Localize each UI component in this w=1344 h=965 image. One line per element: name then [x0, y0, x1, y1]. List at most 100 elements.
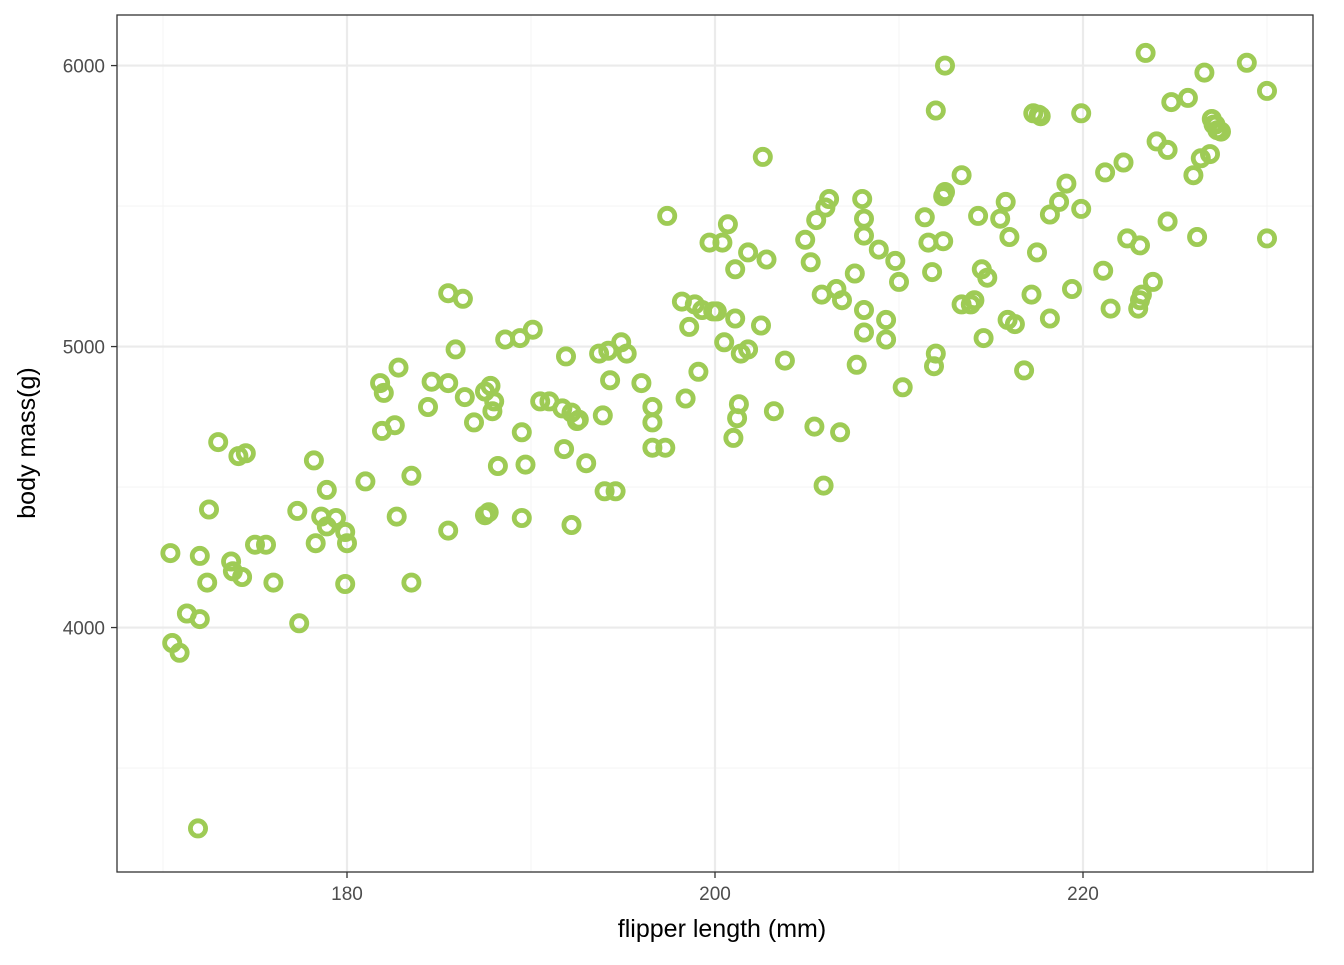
- data-point: [1039, 308, 1060, 329]
- data-point: [355, 471, 376, 492]
- data-point: [189, 609, 210, 630]
- data-point: [935, 55, 956, 76]
- data-point: [717, 214, 738, 235]
- data-point: [511, 507, 532, 528]
- data-point: [819, 188, 840, 209]
- data-point: [999, 226, 1020, 247]
- data-point: [373, 382, 394, 403]
- y-tick-label: 5000: [63, 338, 105, 359]
- data-point: [738, 339, 759, 360]
- x-tick-label: 200: [699, 884, 731, 905]
- data-point: [325, 507, 346, 528]
- data-point: [1257, 228, 1278, 249]
- data-point: [255, 534, 276, 555]
- data-point: [401, 465, 422, 486]
- data-point: [800, 252, 821, 273]
- data-point: [600, 370, 621, 391]
- data-point: [990, 208, 1011, 229]
- x-tick-label: 180: [331, 884, 363, 905]
- data-point: [951, 165, 972, 186]
- data-point: [714, 332, 735, 353]
- data-point: [594, 481, 615, 502]
- data-point: [774, 350, 795, 371]
- data-point: [804, 416, 825, 437]
- data-point: [568, 409, 589, 430]
- data-point: [728, 394, 749, 415]
- data-point: [876, 329, 897, 350]
- data-point: [198, 499, 219, 520]
- data-point: [244, 534, 265, 555]
- data-point: [1194, 62, 1215, 83]
- grid-layer: [117, 15, 1313, 872]
- data-point: [335, 522, 356, 543]
- data-point: [384, 415, 405, 436]
- data-point: [263, 572, 284, 593]
- data-point: [208, 432, 229, 453]
- data-point: [305, 533, 326, 554]
- data-point: [589, 343, 610, 364]
- data-point: [445, 339, 466, 360]
- data-point: [914, 207, 935, 228]
- data-point: [1130, 235, 1151, 256]
- data-point: [1200, 144, 1221, 165]
- data-point: [631, 373, 652, 394]
- points-layer: [160, 42, 1278, 839]
- data-point: [1027, 242, 1048, 263]
- data-point: [511, 422, 532, 443]
- data-point: [679, 316, 700, 337]
- data-point: [688, 361, 709, 382]
- data-point: [484, 391, 505, 412]
- data-point: [452, 288, 473, 309]
- data-point: [1030, 106, 1051, 127]
- data-point: [995, 191, 1016, 212]
- data-point: [287, 500, 308, 521]
- data-point: [1071, 103, 1092, 124]
- x-tick-label: 220: [1067, 884, 1099, 905]
- data-point: [1113, 152, 1134, 173]
- data-point: [335, 574, 356, 595]
- data-point: [964, 290, 985, 311]
- data-point: [712, 232, 733, 253]
- data-point: [1236, 52, 1257, 73]
- data-point: [316, 479, 337, 500]
- data-point: [1257, 80, 1278, 101]
- data-point: [1135, 42, 1156, 63]
- data-point: [977, 267, 998, 288]
- data-point: [454, 387, 475, 408]
- data-point: [438, 373, 459, 394]
- data-point: [1062, 278, 1083, 299]
- data-point: [973, 328, 994, 349]
- data-point: [854, 299, 875, 320]
- data-point: [598, 340, 619, 361]
- data-point: [642, 412, 663, 433]
- data-point: [892, 377, 913, 398]
- data-point: [935, 181, 956, 202]
- data-point: [756, 249, 777, 270]
- data-point: [1049, 191, 1070, 212]
- data-point: [561, 515, 582, 536]
- data-point: [386, 506, 407, 527]
- data-point: [169, 642, 190, 663]
- data-point: [885, 250, 906, 271]
- data-point: [1100, 298, 1121, 319]
- data-point: [1095, 162, 1116, 183]
- data-point: [1056, 173, 1077, 194]
- data-point: [478, 502, 499, 523]
- axis-layer: 180 200 220 4000 5000 6000: [63, 57, 1099, 905]
- data-point: [189, 545, 210, 566]
- data-point: [922, 262, 943, 283]
- data-point: [889, 271, 910, 292]
- data-point: [235, 443, 256, 464]
- data-point: [813, 475, 834, 496]
- y-tick-label: 4000: [63, 619, 105, 640]
- y-tick-label: 6000: [63, 57, 105, 78]
- data-point: [1131, 284, 1152, 305]
- y-axis-title: body mass(g): [13, 367, 41, 518]
- data-point: [530, 391, 551, 412]
- data-point: [725, 259, 746, 280]
- data-point: [482, 401, 503, 422]
- data-point: [417, 396, 438, 417]
- data-point: [522, 319, 543, 340]
- data-point: [1187, 226, 1208, 247]
